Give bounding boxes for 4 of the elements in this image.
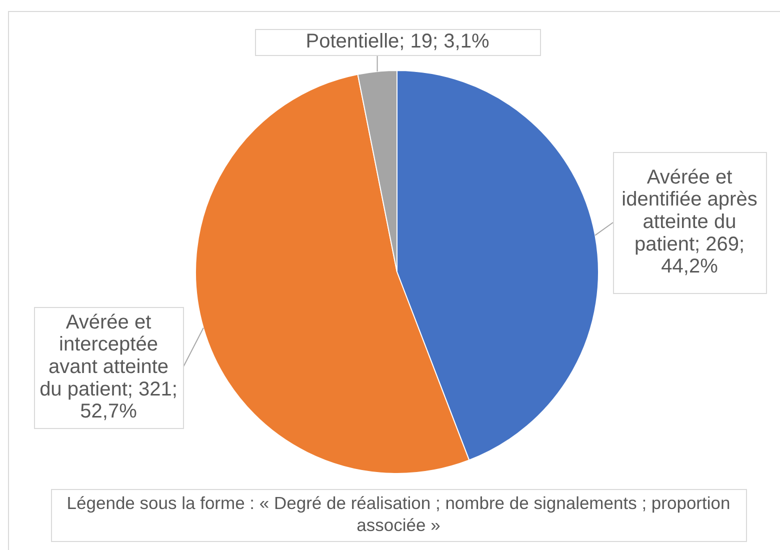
slice-label: Avérée et identifiée après atteinte du patient; 269; 44,2% <box>622 166 758 278</box>
slice-label: Avérée et interceptée avant atteinte du patient; 321; 52,7% <box>40 311 178 423</box>
text: Légende sous la forme : « Degré de réalisation ; nombre de signalements ; proportion associée » <box>66 492 730 535</box>
slice-label: Potentielle; 19; 3,1% <box>306 30 490 53</box>
